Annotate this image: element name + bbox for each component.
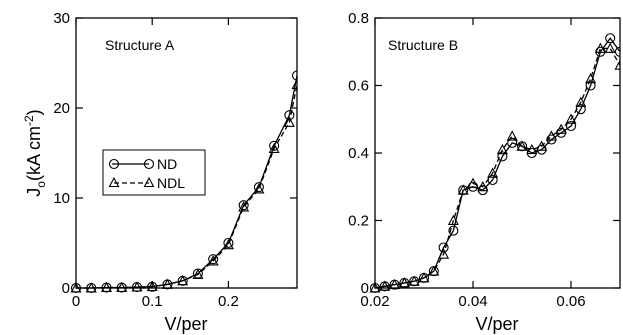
data-point-nd bbox=[238, 200, 249, 211]
panel-b-annotation: Structure B bbox=[388, 37, 458, 53]
data-point-nd bbox=[291, 70, 297, 81]
ylabel-rest: (kA cm bbox=[24, 126, 44, 181]
x-tick-label: 0.02 bbox=[360, 293, 389, 310]
data-point-nd bbox=[253, 182, 264, 193]
data-point-ndl bbox=[253, 183, 265, 194]
data-point-nd bbox=[585, 80, 596, 91]
legend-box bbox=[102, 149, 206, 196]
data-point-ndl bbox=[565, 113, 577, 124]
legend-ndl-label: NDL bbox=[157, 175, 185, 191]
data-point-ndl bbox=[177, 275, 189, 286]
panel-b-marks bbox=[369, 33, 620, 294]
data-point-ndl bbox=[526, 143, 538, 155]
panel-a-xlabel: V/per bbox=[164, 314, 207, 334]
data-point-ndl bbox=[379, 280, 391, 291]
legend-item-nd: ND bbox=[108, 156, 177, 172]
legend-nd-label: ND bbox=[157, 156, 177, 172]
data-point-ndl bbox=[516, 140, 528, 151]
panel-b-ticks: 0.02 0.04 0.06 0 0.2 0.4 0.6 0.8 bbox=[348, 10, 620, 310]
panel-a-ticks: 0 0.1 0.2 0 10 20 30 bbox=[53, 10, 297, 310]
data-point-ndl bbox=[192, 268, 204, 279]
data-point-ndl bbox=[418, 272, 430, 283]
data-point-ndl bbox=[116, 281, 128, 293]
data-point-nd bbox=[208, 254, 219, 265]
data-point-ndl bbox=[575, 96, 587, 107]
data-point-ndl bbox=[283, 116, 295, 127]
y-tick-label: 0.4 bbox=[348, 145, 369, 162]
y-tick-label: 0.2 bbox=[348, 213, 369, 230]
panel-a-ylabel: Jo(kA cm-2) bbox=[22, 109, 48, 196]
y-tick-label: 0.8 bbox=[348, 10, 369, 27]
x-tick-label: 0.1 bbox=[142, 293, 163, 310]
y-tick-label: 0 bbox=[361, 280, 369, 297]
data-point-ndl bbox=[100, 281, 113, 293]
data-point-ndl bbox=[207, 255, 219, 266]
data-point-ndl bbox=[146, 280, 158, 292]
y-tick-label: 30 bbox=[53, 10, 70, 27]
ylabel-close: ) bbox=[24, 109, 44, 115]
data-point-ndl bbox=[555, 123, 567, 134]
data-point-ndl bbox=[238, 201, 250, 212]
panel-a-annotation: Structure A bbox=[105, 37, 175, 53]
data-point-ndl bbox=[496, 143, 508, 155]
ylabel-main: J bbox=[24, 188, 44, 197]
y-tick-label: 10 bbox=[53, 190, 70, 207]
data-point-ndl bbox=[268, 142, 280, 153]
legend: ND NDL bbox=[102, 149, 206, 196]
legend-ndl-marker-right bbox=[143, 176, 155, 188]
y-tick-label: 0 bbox=[62, 280, 70, 297]
data-point-nd bbox=[448, 225, 459, 236]
data-point-ndl bbox=[447, 214, 459, 225]
data-point-ndl bbox=[585, 72, 597, 84]
ylabel-sub: o bbox=[34, 181, 48, 188]
legend-ndl-marker-left bbox=[108, 176, 120, 188]
data-point-ndl bbox=[614, 59, 620, 70]
data-point-ndl bbox=[291, 78, 297, 90]
series-line-ndl bbox=[76, 84, 297, 289]
panel-structure-b: 0.02 0.04 0.06 0 0.2 0.4 0.6 0.8 Structure B V/… bbox=[348, 10, 621, 334]
x-tick-label: 0.04 bbox=[458, 293, 487, 310]
data-point-ndl bbox=[545, 130, 557, 141]
x-tick-label: 0.2 bbox=[218, 293, 239, 310]
data-point-ndl bbox=[398, 277, 410, 288]
y-tick-label: 20 bbox=[53, 100, 70, 117]
data-point-ndl bbox=[477, 180, 489, 192]
data-point-ndl bbox=[222, 239, 234, 250]
data-point-ndl bbox=[487, 167, 499, 178]
data-point-ndl bbox=[506, 130, 518, 141]
panel-b-xlabel: V/per bbox=[475, 314, 518, 334]
panel-a-frame bbox=[75, 17, 298, 289]
data-point-ndl bbox=[594, 42, 606, 53]
legend-nd-marker-right bbox=[143, 158, 155, 170]
data-point-ndl bbox=[604, 42, 616, 53]
data-point-nd bbox=[497, 151, 508, 162]
data-point-ndl bbox=[131, 281, 143, 292]
data-point-ndl bbox=[428, 265, 440, 276]
data-point-nd bbox=[565, 120, 577, 132]
x-tick-label: 0 bbox=[72, 293, 80, 310]
ylabel-sup: -2 bbox=[22, 115, 36, 126]
data-point-ndl bbox=[536, 140, 548, 151]
legend-item-ndl: NDL bbox=[108, 175, 185, 191]
data-point-ndl bbox=[408, 275, 420, 286]
data-point-ndl bbox=[438, 248, 450, 259]
legend-nd-marker-left bbox=[108, 158, 120, 170]
data-point-ndl bbox=[467, 177, 479, 188]
data-point-nd bbox=[507, 137, 518, 148]
series-line-nd bbox=[374, 37, 620, 289]
x-tick-label: 0.06 bbox=[556, 293, 585, 310]
data-point-ndl bbox=[457, 184, 469, 195]
data-point-nd bbox=[223, 237, 234, 249]
data-point-nd bbox=[614, 46, 620, 57]
y-tick-label: 0.6 bbox=[348, 78, 369, 95]
